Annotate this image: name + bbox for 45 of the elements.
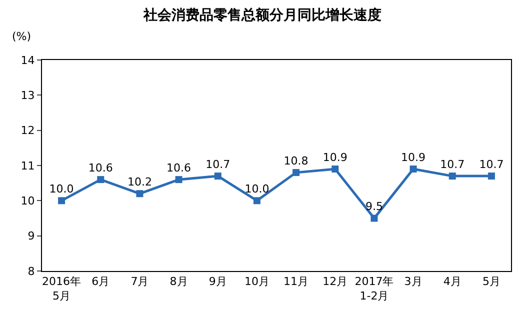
x-tick-label: 6月 [92,275,110,288]
x-tick-label: 10月 [244,275,270,288]
data-label: 10.2 [127,176,152,189]
point [175,176,182,184]
data-label: 10.7 [206,158,230,171]
x-tick-label: 11月 [284,275,309,288]
y-tick-label: 11 [20,159,35,172]
y-axis-title: (%) [12,30,32,43]
point [136,190,144,198]
point [253,197,260,204]
x-tick-label: 7月 [130,275,149,288]
chart-title: 社会消费品零售总额分月同比增长速度 [142,6,382,24]
x-tick-label: 3月 [404,275,422,288]
data-label: 10.9 [322,150,348,164]
data-label: 10.6 [166,161,192,174]
point [58,197,66,204]
x-tick-label: 8月 [170,275,188,288]
point [292,169,300,176]
data-label: 10.9 [401,150,426,164]
data-label: 10.7 [479,158,504,171]
x-tick-label: 2017年 1-2月 [354,275,394,302]
x-tick-label: 12月 [322,275,348,288]
data-label: 10.0 [49,182,74,196]
point [448,172,456,180]
point [370,214,378,222]
y-tick-label: 12 [20,124,35,138]
point [488,172,495,180]
data-label: 10.6 [88,161,113,174]
point [214,172,222,180]
y-tick-label: 9 [28,230,35,243]
data-label: 10.0 [244,182,270,196]
x-tick-label: 9月 [208,275,227,288]
data-label: 9.5 [365,200,383,214]
data-label: 10.7 [440,158,465,171]
x-tick-label: 5月 [482,275,500,288]
x-tick-label: 2016年 5月 [42,275,82,302]
y-tick-label: 14 [20,54,35,67]
x-tick-label: 4月 [443,275,462,288]
y-tick-label: 8 [28,264,35,278]
point [97,176,104,184]
y-tick-label: 10 [20,194,35,208]
data-label: 10.8 [284,154,308,168]
y-tick-label: 13 [20,89,35,102]
point [410,166,417,173]
point [332,166,339,173]
